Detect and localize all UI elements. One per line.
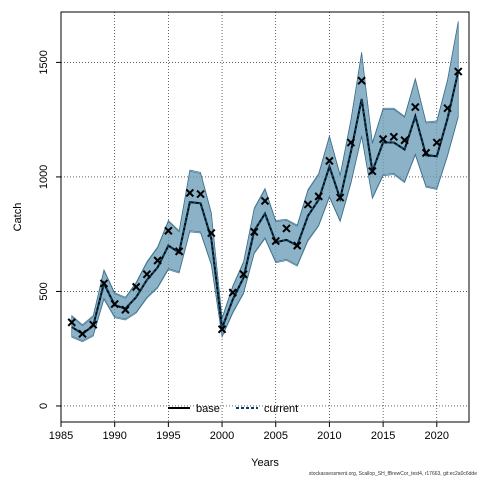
observed-point <box>196 189 205 199</box>
y-axis-title: Catch <box>12 203 24 232</box>
observed-point <box>131 282 141 292</box>
axes: 1985 1990 1995 2000 2005 2010 2015 2020 0 500 1000… <box>38 50 449 442</box>
observed-point <box>432 138 441 147</box>
observed-point <box>411 102 420 112</box>
observed-point <box>164 226 173 235</box>
observed-point <box>335 193 345 202</box>
plot-frame <box>60 11 470 423</box>
observed-point <box>282 224 291 233</box>
series-lines <box>71 71 460 336</box>
observed-point <box>250 227 259 237</box>
observed-point <box>293 241 302 250</box>
x-tick-label: 1985 <box>49 430 73 442</box>
series-line-current <box>71 71 460 336</box>
observed-point <box>454 67 463 76</box>
observed-point <box>421 148 431 158</box>
observed-point <box>78 329 87 339</box>
y-tick-label: 1000 <box>38 165 50 189</box>
observed-point <box>357 76 366 85</box>
observed-point <box>67 318 76 327</box>
observed-point <box>443 103 452 113</box>
x-axis-title: Years <box>251 457 279 469</box>
band-current <box>71 22 459 342</box>
y-tick-label: 0 <box>38 403 50 409</box>
observed-point <box>99 279 109 288</box>
observed-point <box>239 270 248 279</box>
confidence-bands <box>71 21 459 343</box>
y-tick-label: 500 <box>38 282 50 300</box>
y-tick-label: 1500 <box>38 50 50 74</box>
observed-point <box>89 320 98 329</box>
x-tick-label: 1995 <box>156 430 180 442</box>
observed-point <box>378 134 388 144</box>
observed-point <box>314 192 323 201</box>
observed-point <box>142 270 152 279</box>
legend: base current <box>168 403 298 415</box>
legend-current-label: current <box>264 403 298 415</box>
observed-point <box>217 325 227 334</box>
observed-point <box>207 228 216 238</box>
observed-point <box>228 288 237 297</box>
footer-note: stockassessment.org, Scallop_SH_fBrewCor… <box>308 471 477 477</box>
x-tick-label: 1990 <box>102 430 126 442</box>
legend-base-label: base <box>196 403 220 415</box>
observed-point <box>325 156 334 166</box>
observed-point <box>174 247 184 256</box>
observed-point <box>303 200 313 209</box>
observed-point <box>185 188 195 198</box>
observed-point <box>260 196 270 206</box>
observed-points <box>67 67 463 339</box>
observed-point <box>368 166 377 176</box>
observed-point <box>121 305 130 314</box>
observed-point <box>153 256 162 265</box>
x-tick-label: 2020 <box>425 430 449 442</box>
x-tick-label: 2005 <box>263 430 287 442</box>
x-tick-label: 2010 <box>317 430 341 442</box>
observed-point <box>346 138 356 147</box>
observed-point <box>271 236 280 246</box>
observed-point <box>389 132 399 142</box>
x-tick-label: 2015 <box>371 430 395 442</box>
observed-point <box>110 299 119 309</box>
observed-point <box>400 136 409 145</box>
x-tick-label: 2000 <box>210 430 234 442</box>
